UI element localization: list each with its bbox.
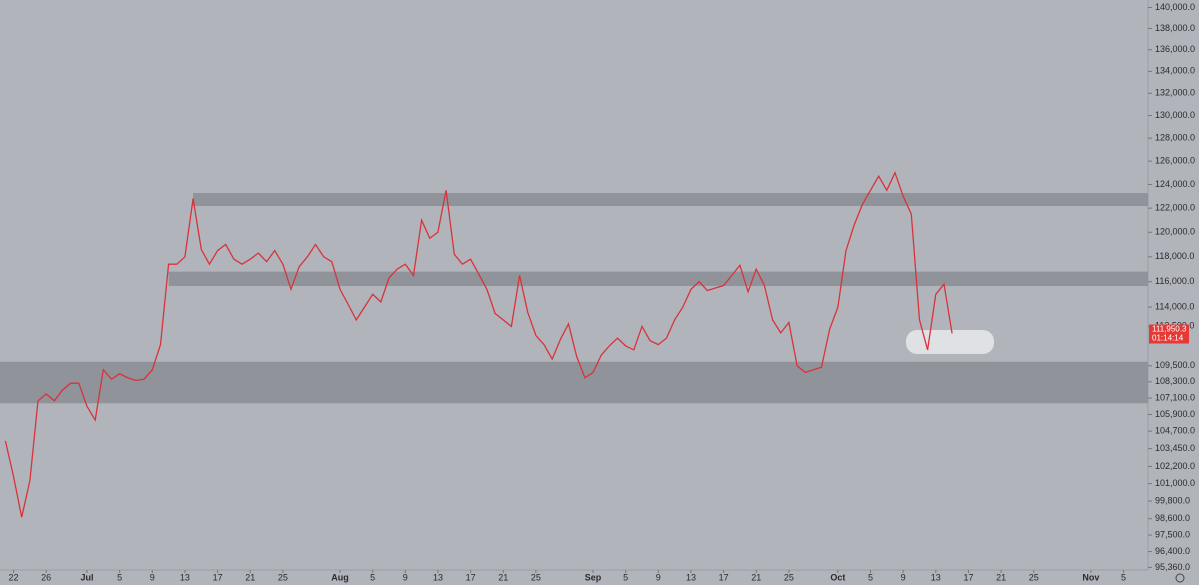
x-tick-label: Aug [331, 572, 349, 582]
x-tick-label: 9 [150, 572, 155, 582]
x-tick-label: Sep [585, 572, 602, 582]
x-tick-label: 17 [466, 572, 476, 582]
x-tick-label: 25 [1029, 572, 1039, 582]
y-tick-label: 97,500.0 [1155, 529, 1190, 539]
settings-icon[interactable] [1175, 573, 1185, 583]
x-tick-label: 21 [245, 572, 255, 582]
x-tick-label: 5 [868, 572, 873, 582]
y-tick-label: 124,000.0 [1155, 179, 1195, 189]
x-tick-label: 5 [623, 572, 628, 582]
x-tick-label: 21 [751, 572, 761, 582]
y-tick-label: 95,360.0 [1155, 562, 1190, 572]
y-tick-label: 103,450.0 [1155, 443, 1195, 453]
x-tick-label: 9 [901, 572, 906, 582]
zone [168, 271, 1149, 286]
x-tick-label: Oct [830, 572, 845, 582]
x-tick-label: 9 [656, 572, 661, 582]
x-tick-label: 21 [498, 572, 508, 582]
countdown: 01:14:14 [1152, 334, 1184, 343]
y-tick-label: 120,000.0 [1155, 227, 1195, 237]
y-tick-label: 96,400.0 [1155, 546, 1190, 556]
y-tick-label: 116,000.0 [1155, 276, 1194, 286]
y-tick-label: 130,000.0 [1155, 110, 1195, 120]
x-tick-label: 5 [117, 572, 122, 582]
y-tick-label: 132,000.0 [1155, 88, 1195, 98]
x-tick-label: 5 [1121, 572, 1126, 582]
x-tick-label: Jul [80, 572, 93, 582]
y-tick-label: 140,000.0 [1155, 2, 1195, 12]
y-tick-label: 128,000.0 [1155, 133, 1195, 143]
x-tick-label: 9 [403, 572, 408, 582]
y-tick-label: 109,500.0 [1155, 360, 1195, 370]
y-tick-label: 136,000.0 [1155, 44, 1195, 54]
highlight [906, 330, 994, 354]
y-tick-label: 98,600.0 [1155, 513, 1190, 523]
zone [0, 361, 1148, 404]
price-label: 111,950.3 [1152, 325, 1187, 334]
y-tick-label: 101,000.0 [1155, 478, 1195, 488]
y-tick-label: 138,000.0 [1155, 23, 1195, 33]
x-tick-label: 13 [433, 572, 443, 582]
y-tick-label: 126,000.0 [1155, 155, 1195, 165]
x-tick-label: 17 [963, 572, 973, 582]
y-tick-label: 107,100.0 [1155, 392, 1195, 402]
y-tick-label: 105,900.0 [1155, 409, 1195, 419]
y-tick-label: 99,800.0 [1155, 495, 1190, 505]
y-tick-label: 118,000.0 [1155, 251, 1194, 261]
x-tick-label: 21 [996, 572, 1006, 582]
y-tick-label: 114,000.0 [1155, 301, 1194, 311]
price-line [4, 170, 953, 518]
x-tick-label: 17 [213, 572, 223, 582]
axes: 140,000.0 138,000.0 136,000.0 134,000.0 132,… [9, 2, 1196, 583]
x-tick-label: 13 [686, 572, 696, 582]
x-tick-label: 13 [931, 572, 941, 582]
plot [4, 170, 953, 518]
y-tick-label: 108,300.0 [1155, 376, 1195, 386]
x-tick-label: 25 [531, 572, 541, 582]
x-tick-label: Nov [1082, 572, 1099, 582]
y-tick-label: 104,700.0 [1155, 426, 1195, 436]
x-tick-label: 25 [784, 572, 794, 582]
x-tick-label: 22 [9, 572, 19, 582]
y-tick-label: 122,000.0 [1155, 203, 1195, 213]
y-tick-label: 102,200.0 [1155, 461, 1195, 471]
x-tick-label: 17 [719, 572, 729, 582]
x-tick-label: 26 [41, 572, 51, 582]
y-tick-label: 134,000.0 [1155, 66, 1195, 76]
x-tick-label: 25 [278, 572, 288, 582]
x-tick-label: 13 [180, 572, 190, 582]
zone [193, 193, 1148, 207]
x-tick-label: 5 [370, 572, 375, 582]
price-label-box [1149, 324, 1189, 344]
